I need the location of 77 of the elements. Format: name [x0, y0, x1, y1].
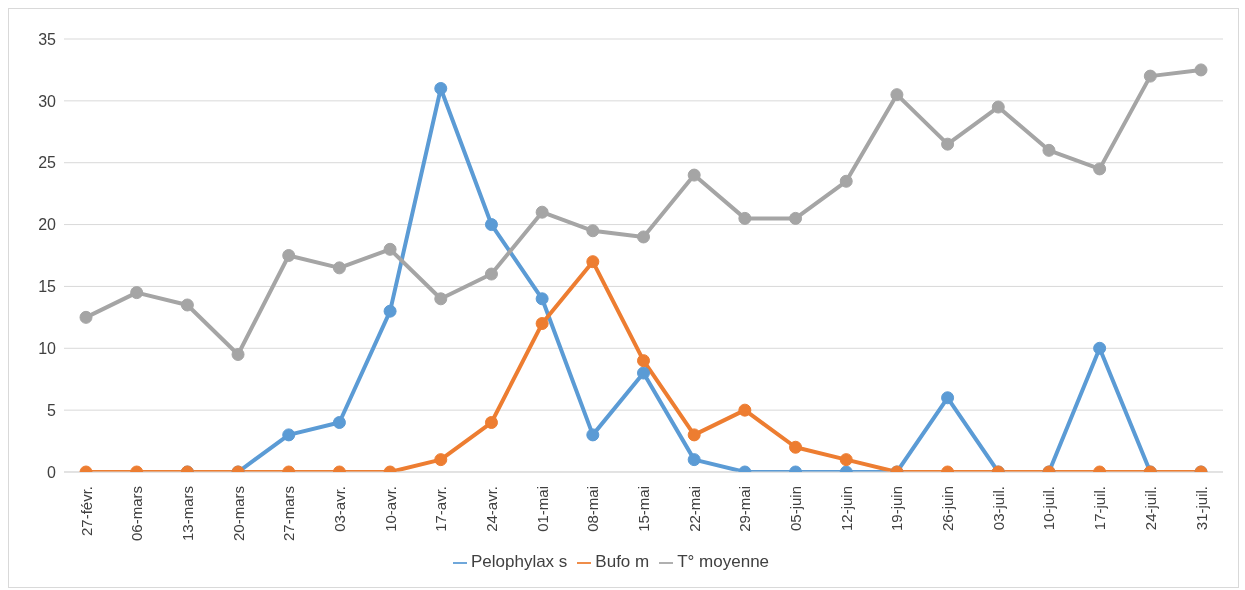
- point: [687, 168, 701, 182]
- x-tick-label: 31-juil.: [1192, 486, 1210, 531]
- point: [535, 292, 549, 306]
- point: [484, 218, 498, 232]
- y-tick-label: 15: [38, 278, 57, 296]
- point: [282, 428, 296, 442]
- point: [383, 304, 397, 318]
- x-tick-label: 06-mars: [128, 486, 146, 542]
- point: [332, 261, 346, 275]
- y-tick-label: 35: [38, 30, 57, 48]
- x-tick-label: 27-mars: [280, 486, 298, 542]
- point: [130, 286, 144, 300]
- point: [738, 403, 752, 417]
- point: [484, 416, 498, 430]
- x-tick-label: 12-juin: [837, 486, 855, 532]
- x-tick-label: 27-févr.: [77, 486, 95, 537]
- point: [434, 453, 448, 467]
- point: [687, 453, 701, 467]
- point: [484, 267, 498, 281]
- legend-label: T° moyenne: [677, 552, 770, 571]
- point: [231, 347, 245, 361]
- point: [1093, 162, 1107, 176]
- point: [1143, 69, 1157, 83]
- y-tick-label: 10: [38, 339, 57, 357]
- point: [738, 211, 752, 225]
- x-tick-label: 03-juil.: [989, 486, 1007, 531]
- x-tick-label: 17-avr.: [432, 486, 450, 532]
- x-tick-label: 17-juil.: [1091, 486, 1109, 531]
- point: [637, 366, 650, 380]
- point: [941, 137, 955, 151]
- x-tick-label: 26-juin: [939, 486, 957, 532]
- point: [180, 298, 194, 312]
- point: [637, 354, 650, 368]
- point: [789, 211, 803, 225]
- point: [434, 81, 448, 95]
- point: [282, 249, 296, 262]
- point: [79, 310, 93, 324]
- y-tick-label: 30: [38, 92, 57, 110]
- point: [991, 100, 1005, 114]
- point: [586, 224, 600, 238]
- point: [434, 292, 448, 306]
- point: [637, 230, 650, 244]
- x-tick-label: 01-mai: [533, 486, 551, 532]
- point: [1042, 143, 1056, 157]
- x-tick-label: 13-mars: [178, 486, 196, 542]
- legend-label: Bufo m: [595, 552, 650, 571]
- x-tick-label: 05-juin: [787, 486, 805, 532]
- point: [687, 428, 701, 442]
- x-tick-label: 08-mai: [584, 486, 602, 532]
- y-tick-label: 20: [38, 216, 57, 234]
- point: [1194, 63, 1208, 77]
- x-tick-label: 29-mai: [736, 486, 754, 532]
- y-tick-label: 0: [47, 463, 57, 481]
- point: [332, 416, 346, 430]
- point: [890, 88, 904, 102]
- x-tick-label: 22-mai: [685, 486, 703, 532]
- x-tick-label: 19-juin: [888, 486, 906, 532]
- y-tick-label: 5: [47, 401, 57, 419]
- point: [535, 317, 549, 331]
- point: [789, 440, 803, 454]
- point: [586, 428, 600, 442]
- point: [839, 453, 853, 467]
- point: [1093, 341, 1107, 355]
- x-tick-label: 24-avr.: [482, 486, 500, 532]
- x-tick-label: 20-mars: [229, 486, 247, 542]
- x-tick-label: 15-mai: [635, 486, 652, 532]
- point: [839, 174, 853, 188]
- x-tick-label: 10-avr.: [381, 486, 399, 532]
- point: [383, 242, 397, 256]
- y-tick-label: 25: [38, 154, 57, 172]
- legend-label: Pelophylax s: [470, 552, 568, 571]
- point: [586, 255, 600, 269]
- x-tick-label: 24-juil.: [1141, 486, 1159, 531]
- x-tick-label: 03-avr.: [330, 486, 348, 532]
- point: [941, 391, 955, 405]
- point: [535, 205, 549, 219]
- x-tick-label: 10-juil.: [1040, 486, 1058, 531]
